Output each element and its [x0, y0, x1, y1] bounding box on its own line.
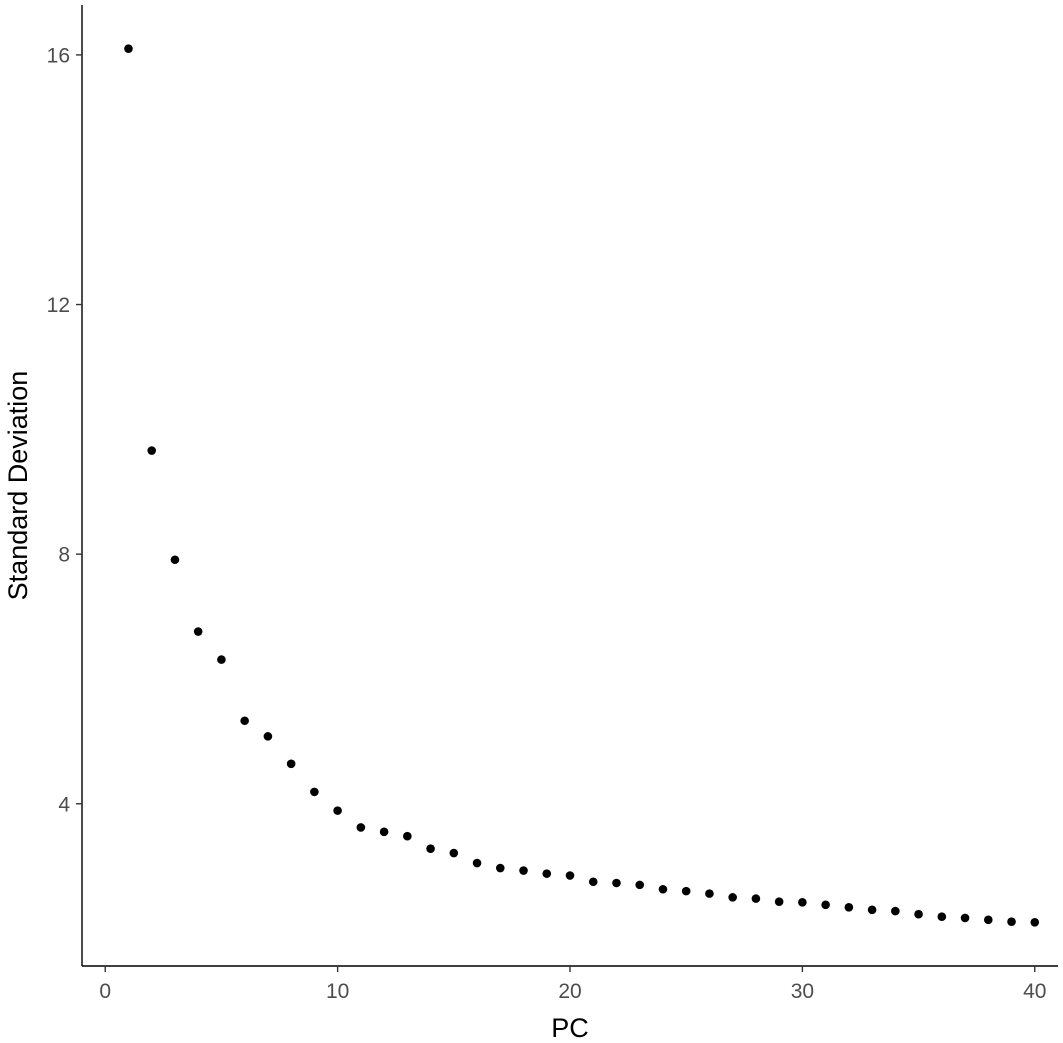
- data-point: [937, 912, 947, 922]
- data-point: [728, 893, 737, 902]
- x-axis-title: PC: [551, 1013, 589, 1043]
- data-point: [403, 831, 412, 841]
- data-point: [472, 858, 482, 868]
- data-point: [1007, 917, 1016, 926]
- data-point: [658, 884, 668, 894]
- data-point: [891, 906, 900, 916]
- data-point: [310, 787, 319, 797]
- data-point: [1030, 918, 1040, 927]
- data-point: [495, 863, 505, 873]
- data-point: [751, 894, 761, 903]
- data-point: [240, 716, 249, 726]
- y-tick-label: 4: [58, 793, 70, 816]
- data-point: [681, 886, 691, 896]
- data-points: [124, 44, 1040, 927]
- data-point: [286, 759, 296, 769]
- y-axis-ticks: 4 8 12 16: [47, 44, 82, 816]
- data-point: [821, 900, 830, 910]
- y-tick-label: 8: [58, 544, 70, 567]
- data-point: [798, 898, 807, 907]
- data-point: [612, 878, 621, 888]
- data-point: [333, 806, 342, 815]
- data-point: [867, 905, 877, 915]
- data-point: [565, 871, 575, 880]
- y-tick-label: 16: [47, 44, 70, 67]
- x-axis-ticks: 0 10 20 30 40: [99, 966, 1046, 1003]
- x-tick-label: 40: [1023, 980, 1046, 1003]
- data-point: [983, 915, 993, 925]
- data-point: [588, 877, 598, 887]
- data-point: [124, 44, 133, 53]
- data-point: [914, 909, 923, 919]
- data-point: [193, 627, 203, 636]
- data-point: [170, 555, 180, 565]
- data-point: [426, 844, 435, 853]
- x-tick-label: 0: [99, 980, 111, 1003]
- y-tick-label: 12: [47, 294, 70, 317]
- data-point: [705, 889, 714, 898]
- data-point: [542, 869, 552, 878]
- data-point: [263, 732, 273, 741]
- data-point: [217, 655, 226, 664]
- data-point: [356, 823, 366, 832]
- data-point: [774, 897, 784, 907]
- y-axis-title: Standard Deviation: [3, 371, 33, 601]
- x-tick-label: 30: [791, 980, 814, 1003]
- data-point: [844, 903, 854, 912]
- data-point: [960, 913, 970, 923]
- data-point: [147, 446, 157, 455]
- x-tick-label: 20: [558, 980, 581, 1003]
- data-point: [379, 827, 389, 837]
- data-point: [449, 848, 459, 858]
- data-point: [635, 880, 645, 890]
- x-tick-label: 10: [326, 980, 349, 1003]
- data-point: [519, 866, 528, 875]
